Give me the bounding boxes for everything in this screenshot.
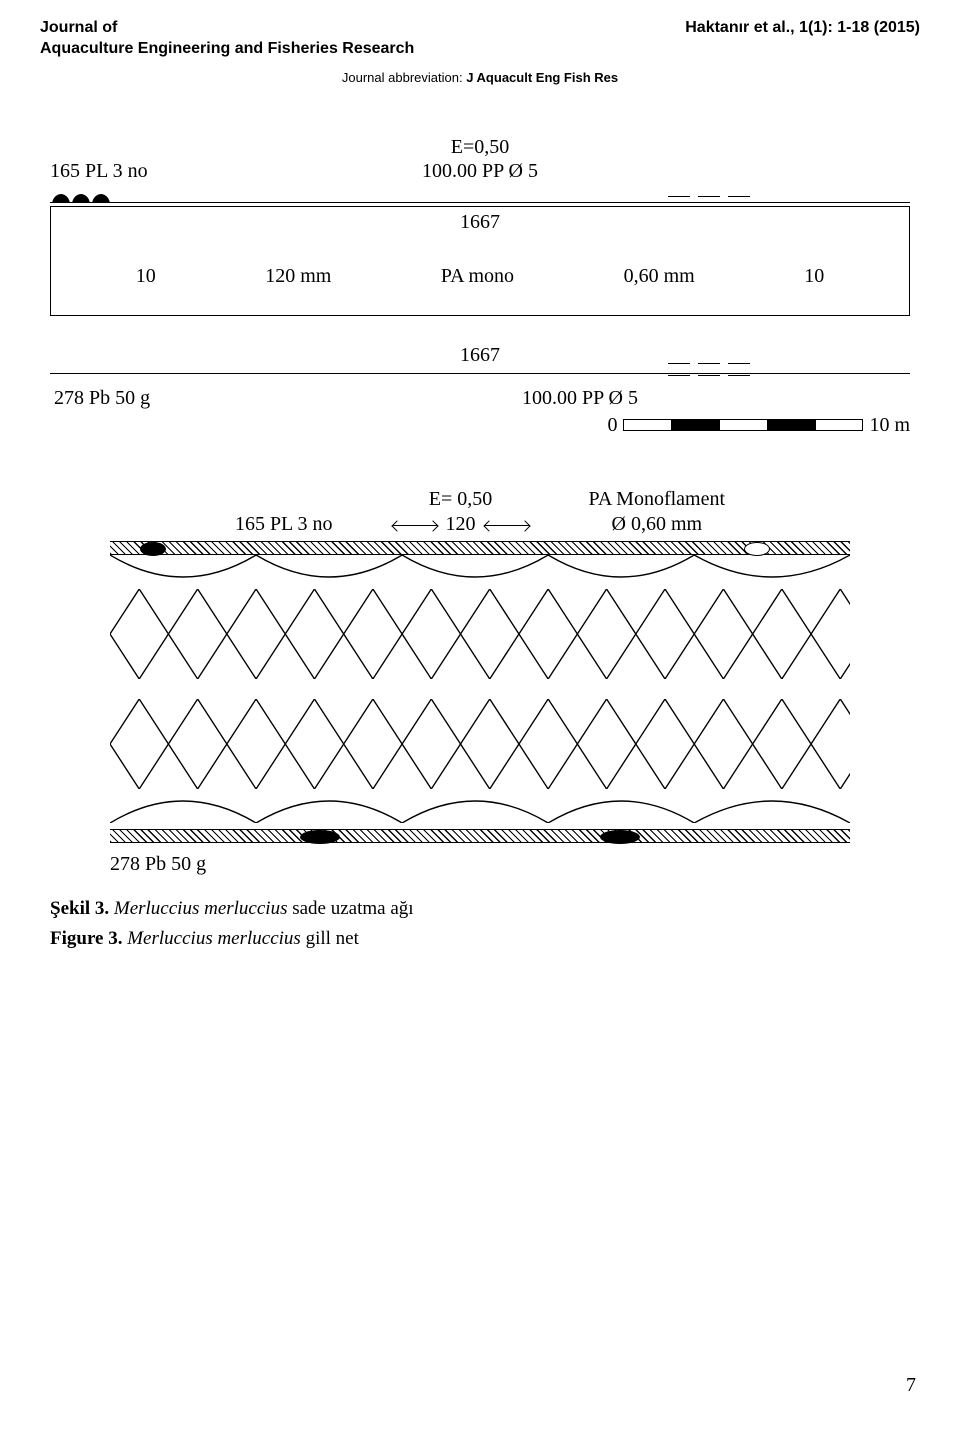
detail-material: PA Monoflament <box>589 487 726 512</box>
float-node-icon <box>140 542 166 556</box>
detail-lead-label: 278 Pb 50 g <box>110 853 850 876</box>
sekil-rest: sade uzatma ağı <box>287 898 413 919</box>
line-break-dash <box>668 375 690 376</box>
journal-abbreviation: Journal abbreviation: J Aquacult Eng Fis… <box>40 70 920 85</box>
sekil-italic: Merluccius merluccius <box>114 898 288 919</box>
top-center-labels: E=0,50 100.00 PP Ø 5 <box>210 135 750 183</box>
scale-bar-row: 0 10 m <box>50 414 910 437</box>
mesh-count-bottom: 1667 <box>50 344 910 367</box>
mesh-gap <box>50 679 910 699</box>
caption-turkish: Şekil 3. Merluccius merluccius sade uzat… <box>50 894 910 924</box>
mesh-lower <box>110 699 850 789</box>
detail-float-label: 165 PL 3 no <box>205 487 363 537</box>
figure-rest: gill net <box>301 928 359 949</box>
page-number: 7 <box>40 1374 920 1397</box>
citation: Haktanır et al., 1(1): 1-18 (2015) <box>685 18 920 60</box>
hanging-arcs-top <box>110 555 850 589</box>
detail-mid-col: E= 0,50 120 <box>363 487 559 537</box>
detail-float-value: 165 PL 3 no <box>235 512 333 537</box>
line-break-dash <box>698 363 720 364</box>
footrope-line <box>50 373 910 383</box>
detail-mesh-size: 120 <box>442 513 480 535</box>
line-break-dash <box>728 363 750 364</box>
twine-material: PA mono <box>441 265 514 288</box>
journal-name: Journal of Aquaculture Engineering and F… <box>40 18 414 60</box>
line-break-dash <box>668 363 690 364</box>
net-spec-row: 10 120 mm PA mono 0,60 mm 10 <box>51 238 909 315</box>
detail-labels-row: 165 PL 3 no E= 0,50 120 PA Monoflament Ø… <box>50 487 910 537</box>
detail-material-col: PA Monoflament Ø 0,60 mm <box>559 487 756 537</box>
scale-seg <box>672 420 720 430</box>
line-break-dash <box>698 196 720 197</box>
sekil-label: Şekil 3. <box>50 898 114 919</box>
depth-meshes-left: 10 <box>136 265 156 288</box>
scale-bar <box>623 419 863 431</box>
lead-spec-label: 278 Pb 50 g <box>50 387 250 410</box>
mesh-count-top: 1667 <box>51 207 909 238</box>
page-header: Journal of Aquaculture Engineering and F… <box>40 18 920 60</box>
detail-footrope <box>110 829 850 843</box>
detail-hanging-ratio: E= 0,50 <box>393 487 529 512</box>
top-labels-row: 165 PL 3 no E=0,50 100.00 PP Ø 5 <box>50 135 910 183</box>
arrow-left-icon <box>393 525 437 526</box>
line-break-dash <box>728 375 750 376</box>
scale-seg <box>816 420 863 430</box>
footrope-labels: 278 Pb 50 g 100.00 PP Ø 5 <box>50 387 910 410</box>
caption-english: Figure 3. Merluccius merluccius gill net <box>50 924 910 954</box>
scale-seg <box>720 420 768 430</box>
scale-right: 10 m <box>869 414 910 437</box>
detail-headrope <box>110 541 850 555</box>
figure-italic: Merluccius merluccius <box>127 928 301 949</box>
mesh-upper <box>110 589 850 679</box>
footrope-spec: 100.00 PP Ø 5 <box>250 387 910 410</box>
line-break-dash <box>698 375 720 376</box>
figure-captions: Şekil 3. Merluccius merluccius sade uzat… <box>50 894 910 955</box>
headrope-spec: 100.00 PP Ø 5 <box>210 159 750 183</box>
net-schematic: 165 PL 3 no E=0,50 100.00 PP Ø 5 1667 10… <box>50 135 910 955</box>
hanging-arcs-bottom <box>110 789 850 823</box>
hanging-ratio-top: E=0,50 <box>210 135 750 159</box>
depth-meshes-right: 10 <box>804 265 824 288</box>
float-spec-label: 165 PL 3 no <box>50 160 210 183</box>
mesh-size: 120 mm <box>265 265 331 288</box>
arrow-right-icon <box>485 525 529 526</box>
scale-seg <box>768 420 816 430</box>
line-break-dash <box>728 196 750 197</box>
lead-node-icon <box>600 830 640 844</box>
net-panel-box: 1667 10 120 mm PA mono 0,60 mm 10 <box>50 206 910 316</box>
float-node-icon <box>744 542 770 556</box>
twine-diameter: 0,60 mm <box>624 265 695 288</box>
detail-mesh-arrow-row: 120 <box>393 512 529 537</box>
journal-line2: Aquaculture Engineering and Fisheries Re… <box>40 39 414 60</box>
scale-seg <box>624 420 672 430</box>
scale-left: 0 <box>607 414 617 437</box>
abbrev-prefix: Journal abbreviation: <box>342 70 466 85</box>
detail-diameter: Ø 0,60 mm <box>589 512 726 537</box>
abbrev-value: J Aquacult Eng Fish Res <box>466 70 618 85</box>
figure-label: Figure 3. <box>50 928 127 949</box>
line-break-dash <box>668 196 690 197</box>
lead-node-icon <box>300 830 340 844</box>
journal-line1: Journal of <box>40 18 414 39</box>
headrope-line <box>50 189 910 203</box>
